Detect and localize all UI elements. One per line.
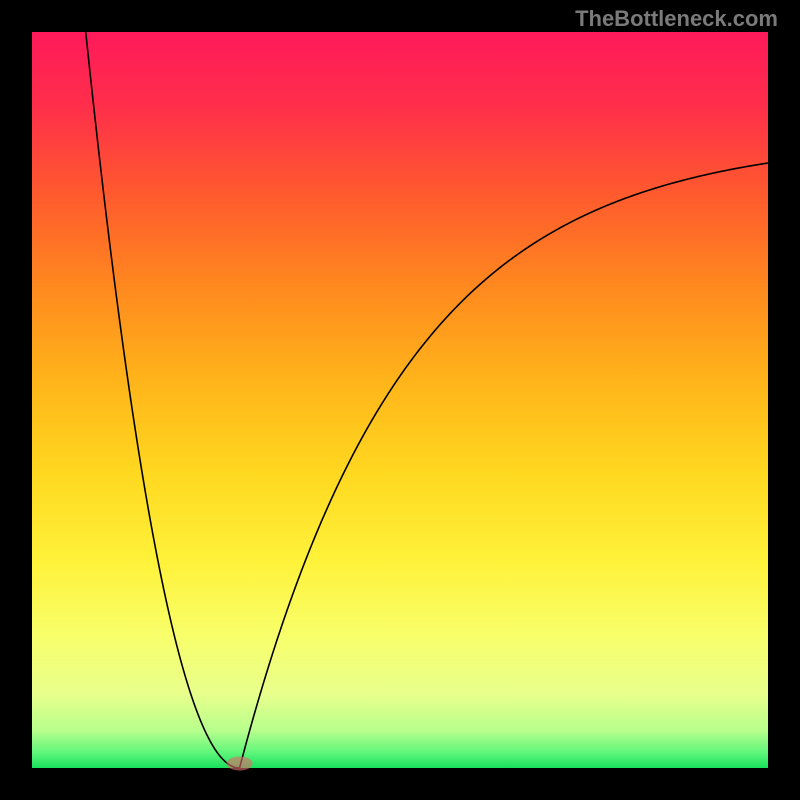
optimum-marker	[227, 757, 253, 771]
chart-container: TheBottleneck.com	[0, 0, 800, 800]
bottleneck-curve	[86, 32, 768, 768]
curve-overlay	[0, 0, 800, 800]
watermark-text: TheBottleneck.com	[575, 6, 778, 32]
